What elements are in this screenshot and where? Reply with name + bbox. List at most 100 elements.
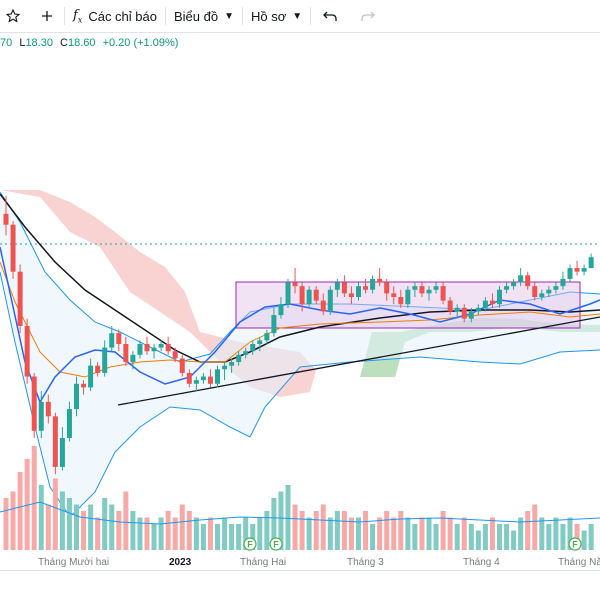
- volume-bar: [109, 504, 115, 550]
- volume-bar: [74, 504, 79, 550]
- toolbar-divider: [64, 7, 65, 25]
- volume-bar: [525, 511, 531, 550]
- candle-body: [158, 344, 164, 348]
- toolbar-divider: [241, 7, 243, 25]
- volume-bar: [66, 498, 72, 550]
- candle-body: [398, 297, 404, 305]
- volume-bar: [243, 517, 249, 550]
- candle-body: [560, 278, 566, 287]
- volume-bar: [313, 511, 319, 550]
- candle-body: [447, 300, 453, 312]
- candle-body: [81, 383, 87, 388]
- candle-body: [391, 293, 397, 297]
- candle-body: [137, 344, 143, 355]
- trend-line: [117, 316, 600, 406]
- candle-body: [313, 289, 319, 301]
- volume-bar: [215, 524, 220, 550]
- redo-icon[interactable]: [349, 0, 387, 32]
- volume-bar: [377, 517, 383, 550]
- profile-button[interactable]: Hồ sơ ▼: [243, 0, 310, 32]
- candle-body: [102, 347, 108, 373]
- volume-bar: [165, 511, 171, 550]
- volume-bar: [24, 459, 30, 550]
- candle-body: [278, 304, 284, 316]
- volume-average-line: [0, 501, 600, 525]
- chevron-down-icon: ▼: [292, 10, 303, 22]
- candle-body: [546, 289, 552, 294]
- volume-bar: [539, 517, 545, 550]
- volume-bar: [419, 517, 425, 550]
- volume-bar: [588, 524, 594, 550]
- x-axis-label: Tháng Năm: [558, 557, 600, 568]
- indicators-button[interactable]: fx Các chỉ báo: [65, 0, 165, 32]
- toolbar-divider: [164, 7, 166, 25]
- candle-body: [356, 286, 361, 297]
- candle-body: [17, 271, 23, 326]
- candle-body: [553, 286, 559, 290]
- volume-bar: [581, 530, 587, 550]
- volume-bar: [52, 478, 58, 550]
- candle-body: [518, 275, 524, 283]
- plus-icon[interactable]: [30, 0, 64, 32]
- volume-bar: [412, 524, 418, 550]
- change-value: +0.20 (+1.09%): [102, 37, 179, 49]
- candle-body: [285, 282, 291, 305]
- volume-bar: [553, 517, 559, 550]
- candle-body: [200, 376, 206, 381]
- candle-body: [497, 289, 502, 305]
- undo-icon[interactable]: [311, 0, 349, 32]
- volume-bar: [454, 524, 460, 550]
- candle-body: [250, 344, 256, 352]
- volume-bar: [88, 504, 94, 550]
- volume-bar: [236, 524, 242, 550]
- volume-bar: [440, 511, 446, 550]
- candle-body: [327, 289, 333, 312]
- chevron-down-icon: ▼: [224, 10, 234, 22]
- candle-body: [186, 372, 192, 384]
- candle-body: [109, 333, 115, 348]
- candle-body: [482, 300, 488, 308]
- candle-body: [229, 362, 235, 366]
- candle-body: [341, 282, 347, 294]
- volume-bar: [257, 517, 263, 550]
- volume-bar: [130, 511, 136, 550]
- volume-bar: [158, 517, 164, 550]
- chart-type-button[interactable]: Biểu đồ ▼: [166, 0, 242, 32]
- volume-bar: [518, 517, 524, 550]
- candle-body: [320, 300, 326, 312]
- volume-bar: [285, 485, 291, 550]
- candle-body: [363, 286, 369, 290]
- candle-body: [271, 315, 277, 334]
- volume-bar: [151, 524, 157, 550]
- volume-bar: [81, 511, 87, 550]
- candle-body: [405, 289, 411, 305]
- volume-bar: [172, 517, 178, 550]
- x-axis-label: Tháng Mười hai: [38, 557, 110, 568]
- volume-bar: [398, 511, 404, 550]
- candle-body: [299, 286, 305, 305]
- event-marker-label: F: [572, 540, 578, 550]
- candle-body: [588, 257, 594, 269]
- volume-bar: [327, 517, 333, 550]
- candle-body: [52, 416, 58, 467]
- candle-body: [179, 358, 185, 373]
- volume-bar: [511, 530, 517, 550]
- candle-body: [532, 286, 538, 297]
- x-axis-label: Tháng Hai: [240, 557, 287, 568]
- volume-bar: [341, 511, 347, 550]
- candle-body: [74, 383, 79, 410]
- volume-bar: [391, 517, 397, 550]
- candle-body: [525, 275, 531, 287]
- candle-body: [207, 376, 213, 384]
- candle-body: [475, 307, 481, 312]
- candle-body: [193, 380, 199, 384]
- event-marker-icon: [243, 537, 257, 551]
- volume-bar: [179, 504, 185, 550]
- candle-body: [144, 344, 150, 352]
- x-axis-label: Tháng 3: [347, 557, 384, 568]
- low-label: L: [19, 37, 26, 49]
- candle-body: [31, 376, 37, 431]
- star-icon[interactable]: [0, 0, 30, 32]
- event-marker-icon: [568, 537, 582, 551]
